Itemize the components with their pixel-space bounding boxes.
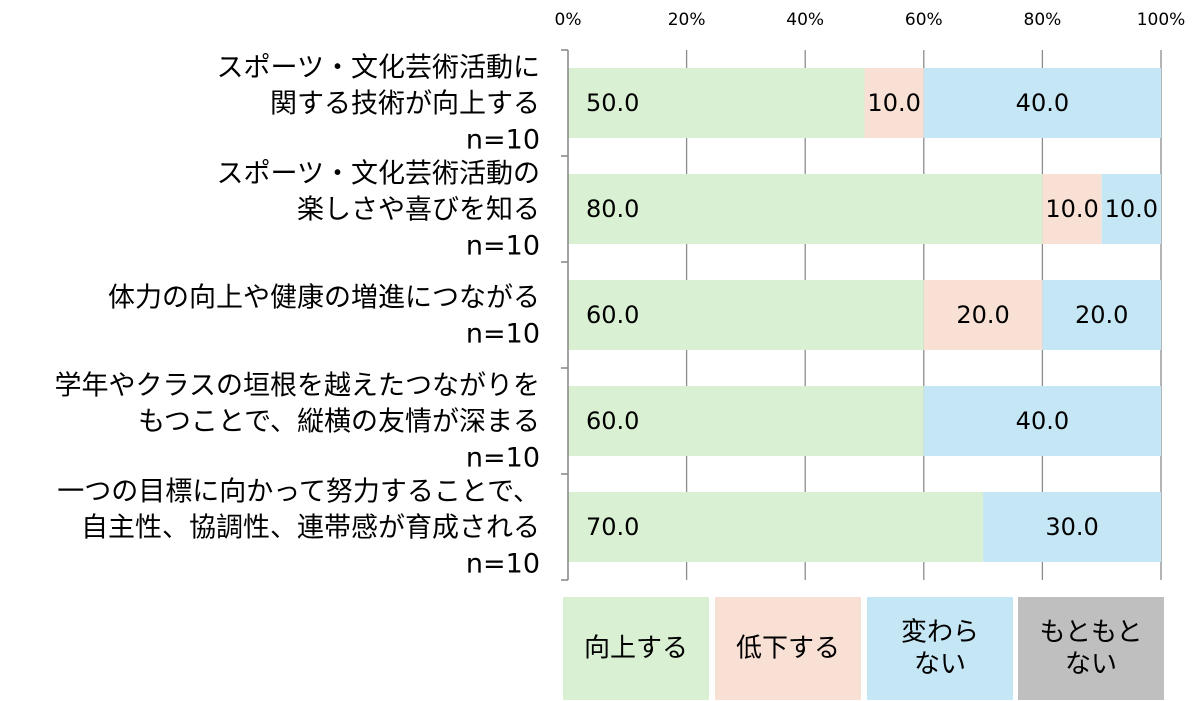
category-label: 学年やクラスの垣根を越えたつながりを xyxy=(55,371,540,402)
data-label: 20.0 xyxy=(956,301,1009,329)
bar-segment xyxy=(923,280,1043,350)
x-tick-label: 20% xyxy=(668,10,706,30)
legend-swatch xyxy=(1018,597,1164,700)
category-axis xyxy=(561,49,569,581)
legend-swatch xyxy=(867,597,1013,700)
x-axis-tick-labels: 0% 20% 40% 60% 80% 100% xyxy=(555,10,1186,30)
category-label: n=10 xyxy=(466,125,540,156)
x-tick-label: 80% xyxy=(1024,10,1062,30)
x-tick-label: 0% xyxy=(555,10,582,30)
category-label: n=10 xyxy=(466,231,540,262)
category-labels: スポーツ・文化芸術活動に関する技術が向上するn=10スポーツ・文化芸術活動の楽し… xyxy=(55,53,540,580)
category-label: スポーツ・文化芸術活動に xyxy=(217,53,540,84)
data-label: 10.0 xyxy=(1045,195,1098,223)
data-label: 80.0 xyxy=(586,195,639,223)
category-label: 体力の向上や健康の増進につながる xyxy=(108,283,540,314)
x-tick-label: 40% xyxy=(786,10,824,30)
data-label: 60.0 xyxy=(586,301,639,329)
data-label: 30.0 xyxy=(1045,513,1098,541)
x-tick-label: 60% xyxy=(905,10,943,30)
legend-label: 変わら xyxy=(901,618,979,648)
data-label: 20.0 xyxy=(1075,301,1128,329)
legend-swatch xyxy=(563,597,709,700)
data-label: 60.0 xyxy=(586,407,639,435)
legend-swatch xyxy=(715,597,861,700)
data-labels: 50.0 10.0 40.080.0 10.0 10.060.0 20.0 20.060.0… xyxy=(586,89,1158,541)
bar-segment xyxy=(568,280,924,350)
legend-label: ない xyxy=(1065,650,1117,680)
bar-segment xyxy=(923,386,1161,456)
data-label: 70.0 xyxy=(586,513,639,541)
bar-segments xyxy=(568,68,1161,562)
category-label: 関する技術が向上する xyxy=(270,89,540,120)
category-label: 楽しさや喜びを知る xyxy=(297,195,540,226)
bar-segment xyxy=(864,68,924,138)
x-tick-label: 100% xyxy=(1137,10,1186,30)
category-label: n=10 xyxy=(466,319,540,350)
bar-segment xyxy=(568,174,1043,244)
data-label: 50.0 xyxy=(586,89,639,117)
data-label: 10.0 xyxy=(867,89,920,117)
legend-label: ない xyxy=(914,650,966,680)
category-label: もつことで、縦横の友情が深まる xyxy=(138,407,540,438)
bar-segment xyxy=(568,492,984,562)
legend-label: もともと xyxy=(1040,618,1143,648)
data-label: 10.0 xyxy=(1105,195,1158,223)
legend-label: 低下する xyxy=(736,634,840,664)
bar-segment xyxy=(1042,280,1161,350)
category-label: 自主性、協調性、連帯感が育成される xyxy=(81,513,540,544)
bar-segment xyxy=(983,492,1161,562)
legend-label: 向上する xyxy=(584,634,688,664)
category-label: n=10 xyxy=(466,443,540,474)
bar-segment xyxy=(568,68,865,138)
bar-segment xyxy=(1042,174,1102,244)
data-label: 40.0 xyxy=(1016,407,1069,435)
data-label: 40.0 xyxy=(1016,89,1069,117)
category-label: スポーツ・文化芸術活動の xyxy=(217,159,540,190)
category-label: n=10 xyxy=(466,549,540,580)
bar-segment xyxy=(923,68,1161,138)
bar-segment xyxy=(1101,174,1161,244)
bar-segment xyxy=(568,386,924,456)
category-label: 一つの目標に向かって努力することで、 xyxy=(57,477,540,508)
